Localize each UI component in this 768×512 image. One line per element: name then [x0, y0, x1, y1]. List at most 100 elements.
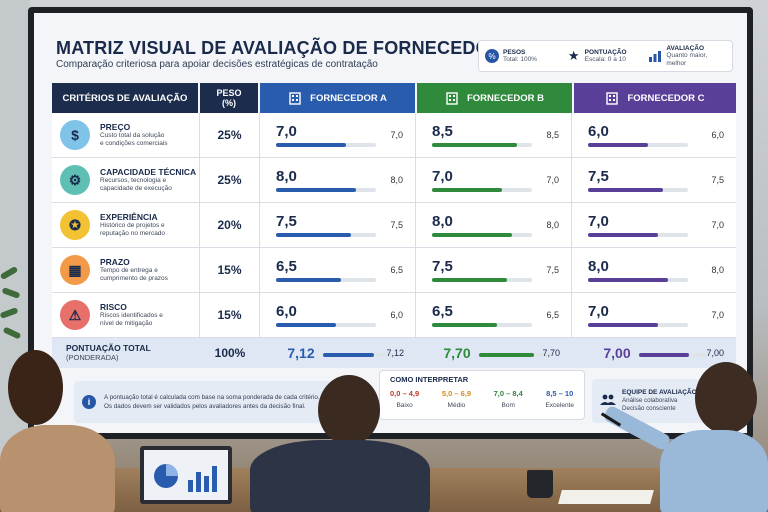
- score-cell-a: 7,5 7,5: [260, 203, 416, 247]
- score-cell-a: 6,5 6,5: [260, 248, 416, 292]
- criteria-description: Riscos identificados e: [100, 312, 163, 320]
- score-bar: [276, 143, 376, 147]
- score-cell-a: 8,0 8,0: [260, 158, 416, 202]
- score-bar: [588, 278, 688, 282]
- score-bar: [588, 188, 688, 192]
- pie-chart-icon: [154, 464, 217, 492]
- level-range: 8,5 – 10: [546, 389, 574, 398]
- percent-icon: %: [485, 49, 499, 63]
- legend-item-weights: % PESOS Total: 100%: [485, 49, 563, 63]
- score-bar-fill: [588, 233, 658, 237]
- score-cell-b: 7,5 7,5: [416, 248, 572, 292]
- building-icon: [606, 92, 619, 105]
- gear-icon: ⚙: [60, 165, 90, 195]
- criteria-cell: $ PREÇO Custo total da solução e condiçõ…: [52, 113, 200, 157]
- legend-panel: % PESOS Total: 100% ★ PONTUAÇÃO Escala: …: [478, 40, 733, 72]
- supplier-c-label: FORNECEDOR C: [627, 92, 705, 104]
- score-value: 7,0: [276, 123, 297, 140]
- score-value-small: 7,5: [546, 265, 559, 275]
- score-bar-fill: [276, 143, 346, 147]
- criteria-name: CAPACIDADE TÉCNICA: [100, 166, 197, 177]
- score-bar: [588, 143, 688, 147]
- notebook: [558, 490, 654, 504]
- display-monitor: MATRIZ VISUAL DE AVALIAÇÃO DE FORNECEDOR…: [28, 7, 753, 439]
- total-score-small: 7,70: [542, 348, 560, 358]
- legend-text: Total: 100%: [503, 56, 537, 63]
- weight-cell: 25%: [200, 113, 260, 157]
- total-score-small: 7,00: [706, 348, 724, 358]
- header-supplier-c: FORNECEDOR C: [574, 83, 736, 113]
- score-bar-fill: [276, 233, 351, 237]
- score-bar: [276, 278, 376, 282]
- building-icon: [446, 92, 458, 105]
- info-icon: i: [82, 395, 96, 409]
- legend-title: PESOS: [503, 48, 526, 56]
- score-value-small: 7,0: [546, 175, 559, 185]
- presentation-screen: MATRIZ VISUAL DE AVALIAÇÃO DE FORNECEDOR…: [34, 13, 747, 433]
- interpretation-level: 0,0 – 4,9 Baixo: [390, 389, 419, 409]
- score-value: 7,0: [588, 213, 609, 230]
- score-value: 8,0: [432, 213, 453, 230]
- score-cell-a: 6,0 6,0: [260, 293, 416, 337]
- score-bar-fill: [276, 323, 336, 327]
- level-range: 5,0 – 6,9: [441, 389, 472, 398]
- score-bar: [588, 233, 688, 237]
- warning-icon: ⚠: [60, 300, 90, 330]
- score-value: 7,0: [588, 303, 609, 320]
- page-subtitle: Comparação criteriosa para apoiar decisõ…: [56, 59, 378, 70]
- score-bar: [432, 278, 532, 282]
- score-cell-b: 6,5 6,5: [416, 293, 572, 337]
- score-bar-fill: [432, 278, 507, 282]
- score-value: 6,0: [276, 303, 297, 320]
- score-value-small: 7,0: [711, 220, 724, 230]
- bar-chart-icon: [648, 49, 662, 63]
- table-header-row: CRITÉRIOS DE AVALIAÇÃO PESO (%) FORNECED…: [52, 83, 736, 113]
- coffee-mug: [527, 470, 553, 498]
- total-weight: 100%: [214, 346, 246, 360]
- level-label: Excelente: [545, 402, 574, 409]
- total-row: PONTUAÇÃO TOTAL (PONDERADA) 100% 7,12 7,…: [52, 338, 736, 368]
- score-value: 7,0: [432, 168, 453, 185]
- total-score-c: 7,00 7,00: [572, 338, 736, 368]
- calendar-icon: ▦: [60, 255, 90, 285]
- score-value: 7,5: [432, 258, 453, 275]
- criteria-cell: ⚙ CAPACIDADE TÉCNICA Recursos, tecnologi…: [52, 158, 200, 202]
- level-label: Médio: [447, 402, 466, 409]
- score-cell-a: 7,0 7,0: [260, 113, 416, 157]
- interpretation-panel: COMO INTERPRETAR 0,0 – 4,9 Baixo 5,0 – 6,…: [379, 370, 585, 420]
- score-value: 7,5: [588, 168, 609, 185]
- criteria-cell: ✪ EXPERIÊNCIA Histórico de projetos e re…: [52, 203, 200, 247]
- score-bar: [432, 143, 532, 147]
- weight-cell: 15%: [200, 248, 260, 292]
- interpretation-levels: 0,0 – 4,9 Baixo 5,0 – 6,9 Médio 7,0 – 8,4 …: [390, 389, 574, 409]
- weight-cell: 15%: [200, 293, 260, 337]
- score-bar: [276, 188, 376, 192]
- score-bar-fill: [432, 143, 517, 147]
- score-cell-b: 8,5 8,5: [416, 113, 572, 157]
- total-score-value: 7,00: [603, 345, 631, 361]
- score-bar: [432, 233, 532, 237]
- dollar-icon: $: [60, 120, 90, 150]
- score-cell-c: 7,0 7,0: [572, 203, 736, 247]
- score-bar: [432, 323, 532, 327]
- criteria-name: PREÇO: [100, 121, 131, 132]
- total-score-a: 7,12 7,12: [260, 338, 416, 368]
- header-supplier-b: FORNECEDOR B: [417, 83, 572, 113]
- interpretation-level: 8,5 – 10 Excelente: [545, 389, 574, 409]
- total-score-b: 7,70 7,70: [416, 338, 572, 368]
- score-value: 6,5: [432, 303, 453, 320]
- score-value-small: 6,0: [711, 130, 724, 140]
- note-line: A pontuação total é calculada com base n…: [104, 393, 320, 401]
- table-row: ⚠ RISCO Riscos identificados e nível de …: [52, 293, 736, 338]
- criteria-cell: ⚠ RISCO Riscos identificados e nível de …: [52, 293, 200, 337]
- score-value: 6,5: [276, 258, 297, 275]
- score-value-small: 8,5: [546, 130, 559, 140]
- legend-text: Escala: 0 a 10: [584, 56, 626, 63]
- score-value-small: 7,0: [711, 310, 724, 320]
- header-weight-label: PESO: [216, 88, 242, 98]
- total-score-bar: [638, 352, 711, 357]
- total-score-value: 7,12: [287, 345, 315, 361]
- legend-item-score: ★ PONTUAÇÃO Escala: 0 a 10: [567, 48, 645, 63]
- interpretation-title: COMO INTERPRETAR: [390, 375, 469, 384]
- score-value-small: 7,0: [390, 130, 403, 140]
